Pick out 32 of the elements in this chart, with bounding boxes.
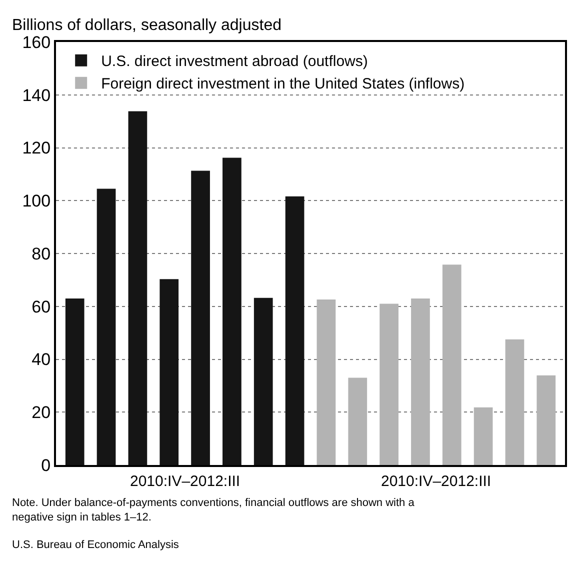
y-tick-label: 80 bbox=[32, 244, 51, 264]
bar bbox=[254, 298, 273, 465]
bar bbox=[160, 279, 179, 465]
text: 2010:IV–2012:III bbox=[130, 473, 240, 490]
legend-label: U.S. direct investment abroad (outflows) bbox=[101, 53, 368, 70]
text: U.S. Bureau of Economic Analysis bbox=[12, 539, 180, 551]
y-tick-label: 0 bbox=[41, 456, 51, 475]
bar bbox=[128, 111, 148, 465]
y-axis-title: Billions of dollars, seasonally adjusted bbox=[12, 17, 282, 34]
bar bbox=[222, 158, 242, 465]
bar bbox=[191, 170, 210, 465]
bar bbox=[505, 339, 524, 465]
bar bbox=[536, 375, 556, 465]
y-tick-label: 140 bbox=[22, 86, 51, 105]
text: 2010:IV–2012:III bbox=[381, 473, 492, 490]
text: Note. Under balance-of-payments conventions, financial outflows are shown with a negative sign in tables 1–12. bbox=[12, 497, 416, 524]
y-tick-label: 20 bbox=[32, 403, 51, 422]
bar bbox=[65, 298, 84, 465]
bar bbox=[380, 304, 398, 465]
bar bbox=[411, 298, 430, 465]
bar bbox=[96, 188, 116, 465]
bar bbox=[285, 196, 304, 465]
y-tick-label: 160 bbox=[22, 32, 51, 52]
y-tick-label: 40 bbox=[32, 350, 51, 370]
bar bbox=[442, 264, 462, 465]
legend-label: Foreign direct investment in the United States (inflows) bbox=[101, 76, 465, 93]
y-tick-label: 60 bbox=[32, 297, 51, 316]
bar bbox=[316, 300, 336, 465]
bar bbox=[348, 378, 368, 465]
y-tick-label: 100 bbox=[22, 192, 51, 211]
bar bbox=[474, 407, 493, 465]
y-tick-label: 120 bbox=[22, 138, 51, 158]
